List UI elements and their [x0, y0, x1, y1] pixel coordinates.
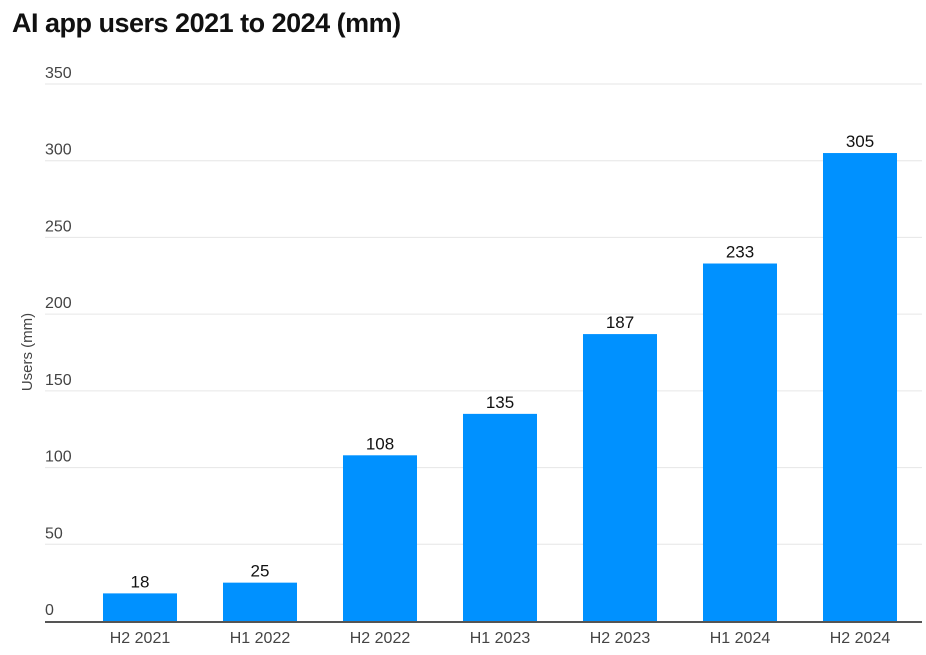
- bar: [583, 334, 657, 621]
- data-label: 233: [726, 243, 754, 262]
- x-tick-label: H2 2024: [830, 630, 891, 647]
- data-label: 305: [846, 132, 874, 151]
- data-labels: 18 25 108 135 187 233 305: [131, 132, 875, 591]
- x-tick-label: H2 2023: [590, 630, 651, 647]
- bars: [103, 153, 897, 622]
- data-label: 18: [131, 572, 150, 591]
- y-tick-label: 150: [45, 372, 72, 389]
- x-axis-ticks: H2 2021 H1 2022 H2 2022 H1 2023 H2 2023 H1 20…: [110, 630, 891, 647]
- data-label: 135: [486, 393, 514, 412]
- y-axis-label: Users (mm): [19, 313, 36, 391]
- y-tick-label: 250: [45, 218, 72, 235]
- y-tick-label: 100: [45, 449, 72, 466]
- y-tick-label: 50: [45, 525, 63, 542]
- bar: [823, 153, 897, 622]
- chart-title: AI app users 2021 to 2024 (mm): [12, 8, 401, 38]
- x-tick-label: H1 2022: [230, 630, 291, 647]
- bar: [343, 455, 417, 621]
- y-tick-label: 300: [45, 142, 72, 159]
- x-tick-label: H2 2021: [110, 630, 171, 647]
- data-label: 108: [366, 434, 394, 453]
- bar: [223, 582, 297, 621]
- x-tick-label: H1 2023: [470, 630, 531, 647]
- data-label: 25: [251, 562, 270, 581]
- y-tick-label: 350: [45, 65, 72, 82]
- x-tick-label: H1 2024: [710, 630, 771, 647]
- y-axis-ticks: 0 50 100 150 200 250 300 350: [45, 65, 72, 619]
- bar: [103, 593, 177, 621]
- y-tick-label: 0: [45, 602, 54, 619]
- y-tick-label: 200: [45, 295, 72, 312]
- data-label: 187: [606, 313, 634, 332]
- x-tick-label: H2 2022: [350, 630, 411, 647]
- bar: [463, 413, 537, 621]
- bar: [703, 263, 777, 621]
